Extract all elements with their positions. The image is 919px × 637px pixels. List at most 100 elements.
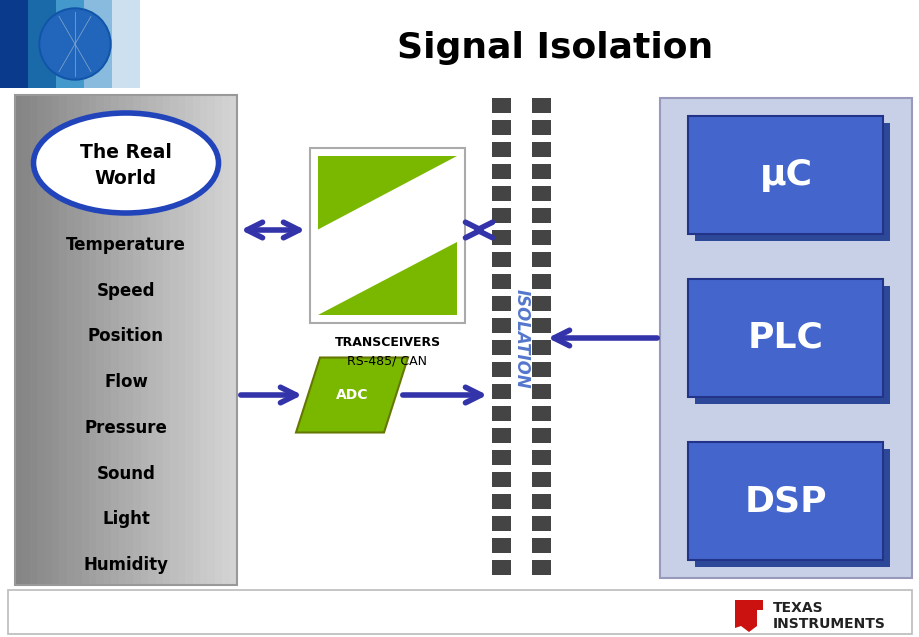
Bar	[532, 560, 550, 575]
Bar	[492, 274, 511, 289]
Text: Flow: Flow	[104, 373, 148, 391]
Bar	[82, 95, 90, 585]
Bar	[96, 95, 105, 585]
Bar	[89, 95, 97, 585]
Text: Pressure: Pressure	[85, 419, 167, 437]
Bar	[532, 428, 550, 443]
Bar	[532, 516, 550, 531]
Bar	[492, 560, 511, 575]
Bar	[532, 538, 550, 553]
Bar	[532, 450, 550, 465]
Bar	[126, 95, 134, 585]
Text: Light: Light	[102, 510, 150, 528]
Bar	[532, 494, 550, 509]
Bar	[74, 95, 83, 585]
Bar	[207, 95, 216, 585]
Bar	[8, 590, 911, 634]
Bar	[112, 0, 140, 88]
Text: Humidity: Humidity	[84, 556, 168, 574]
Text: μC: μC	[759, 158, 811, 192]
Bar	[492, 252, 511, 267]
Bar	[133, 95, 142, 585]
Bar	[148, 95, 156, 585]
Bar	[687, 116, 882, 234]
Bar	[192, 95, 200, 585]
Bar	[37, 95, 46, 585]
Bar	[532, 252, 550, 267]
Bar	[492, 516, 511, 531]
Bar	[492, 428, 511, 443]
Bar	[185, 95, 193, 585]
Text: The Real: The Real	[80, 143, 172, 162]
Text: DSP: DSP	[743, 484, 826, 518]
Polygon shape	[318, 156, 457, 229]
Circle shape	[41, 10, 108, 78]
Bar	[28, 0, 56, 88]
Text: DIGITAL: DIGITAL	[752, 592, 819, 608]
Bar	[492, 208, 511, 223]
Bar	[532, 120, 550, 135]
Bar	[492, 318, 511, 333]
Text: Sound: Sound	[96, 464, 155, 483]
Bar	[44, 95, 53, 585]
Bar	[492, 340, 511, 355]
Bar	[532, 340, 550, 355]
Text: Temperature: Temperature	[66, 236, 186, 254]
Bar	[222, 95, 231, 585]
Text: INSTRUMENTS: INSTRUMENTS	[772, 617, 885, 631]
Bar	[492, 406, 511, 421]
Bar	[56, 0, 84, 88]
Bar	[532, 208, 550, 223]
Bar	[119, 95, 127, 585]
Text: Position: Position	[88, 327, 164, 345]
Polygon shape	[734, 600, 762, 632]
Bar	[492, 538, 511, 553]
Bar	[532, 318, 550, 333]
Bar	[52, 95, 61, 585]
Bar	[84, 0, 112, 88]
Bar	[695, 286, 890, 404]
Bar	[492, 384, 511, 399]
Bar	[492, 362, 511, 377]
Bar	[22, 95, 30, 585]
Circle shape	[39, 8, 111, 80]
Bar	[659, 98, 911, 578]
Bar	[141, 95, 149, 585]
Bar	[492, 142, 511, 157]
Bar	[532, 142, 550, 157]
Text: TEXAS: TEXAS	[772, 601, 823, 615]
Bar	[532, 362, 550, 377]
Bar	[492, 296, 511, 311]
Bar	[230, 95, 238, 585]
Bar	[492, 120, 511, 135]
Bar	[532, 472, 550, 487]
Bar	[687, 442, 882, 560]
Bar	[532, 98, 550, 113]
Text: ISOLATION: ISOLATION	[513, 289, 530, 389]
Bar	[492, 472, 511, 487]
Bar	[532, 186, 550, 201]
Bar	[532, 406, 550, 421]
Bar	[532, 296, 550, 311]
Text: TRANSCEIVERS: TRANSCEIVERS	[335, 336, 440, 350]
Bar	[695, 449, 890, 567]
Bar	[532, 230, 550, 245]
Bar	[310, 148, 464, 323]
Text: RS-485/ CAN: RS-485/ CAN	[347, 355, 427, 368]
Bar	[492, 98, 511, 113]
Bar	[104, 95, 112, 585]
Bar	[111, 95, 119, 585]
Text: ADC: ADC	[335, 388, 368, 402]
Bar	[15, 95, 23, 585]
Bar	[532, 274, 550, 289]
Bar	[214, 95, 223, 585]
Ellipse shape	[33, 113, 219, 213]
Bar	[532, 164, 550, 179]
Bar	[29, 95, 39, 585]
Text: PLC: PLC	[747, 321, 823, 355]
Bar	[492, 164, 511, 179]
Text: Signal Isolation: Signal Isolation	[396, 31, 712, 65]
Text: World: World	[95, 169, 157, 189]
Polygon shape	[318, 241, 457, 315]
Bar	[67, 95, 75, 585]
